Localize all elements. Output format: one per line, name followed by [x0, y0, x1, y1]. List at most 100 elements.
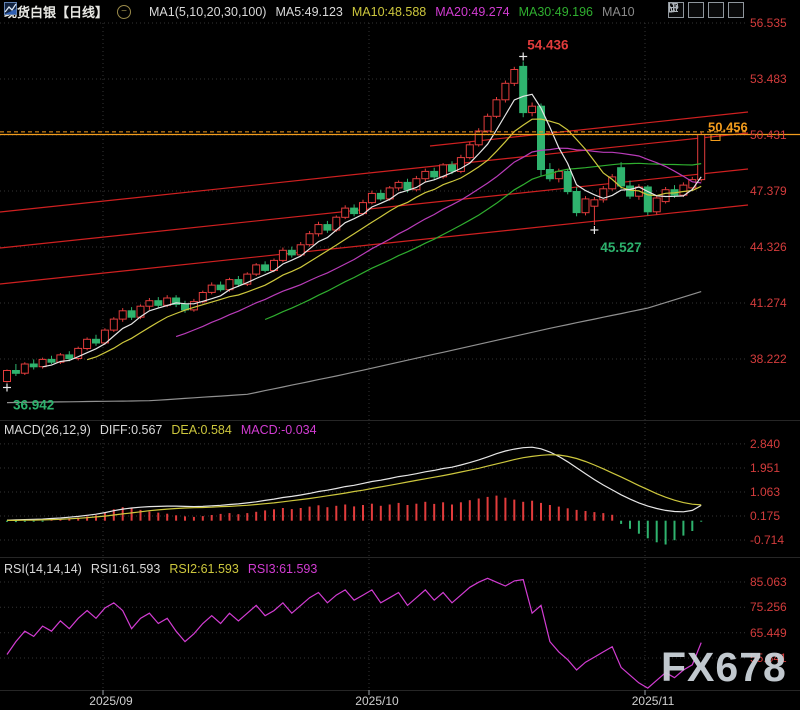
- candle-body: [412, 178, 421, 191]
- macd-bar: [477, 498, 480, 521]
- candle-body: [510, 69, 519, 84]
- candle-body: [403, 181, 412, 191]
- macd-bar: [397, 502, 400, 521]
- macd-bar: [264, 510, 267, 521]
- macd-bar: [6, 520, 8, 522]
- candle-body: [626, 185, 634, 197]
- chart-toolbar: [668, 2, 744, 18]
- main-chart-header: 现货白银【日线】 − MA1(5,10,20,30,100) MA5:49.12…: [4, 2, 635, 21]
- macd-bar: [602, 513, 605, 521]
- candle-body: [11, 370, 20, 374]
- macd-bar: [335, 505, 338, 521]
- x-axis-label: 2025/09: [89, 694, 133, 708]
- candle-body: [563, 170, 572, 193]
- macd-bar: [201, 516, 204, 521]
- candle-body: [617, 167, 626, 187]
- annotation-group: 54.436 45.527 36.942: [3, 38, 642, 413]
- macd-bar: [290, 509, 293, 521]
- candle-body: [127, 310, 136, 318]
- candle-body: [554, 170, 563, 180]
- candle-body: [92, 338, 100, 344]
- y-axis-label: 53.483: [750, 72, 787, 86]
- rsi-line: [6, 577, 702, 689]
- candle-body: [243, 273, 252, 285]
- macd-bar: [326, 507, 329, 521]
- macd-bar: [281, 508, 284, 521]
- candle-body: [430, 170, 439, 178]
- y-axis-label: -0.714: [750, 532, 785, 547]
- exit-icon[interactable]: [669, 2, 744, 18]
- macd-bar: [362, 505, 364, 521]
- gridlines: [0, 22, 746, 690]
- rsi3-value: RSI3:61.593: [247, 562, 318, 576]
- trendline: [0, 168, 749, 249]
- candle-body: [145, 300, 154, 307]
- candle-body: [652, 197, 661, 213]
- macd-bar: [700, 520, 703, 522]
- candle-body: [74, 347, 83, 359]
- x-axis-label: 2025/11: [631, 694, 675, 708]
- ma5-line: [42, 93, 702, 368]
- y-axis-label: 75.256: [750, 600, 787, 615]
- candle-body: [448, 164, 456, 172]
- macd-bar: [459, 502, 462, 521]
- macd-bar: [299, 508, 302, 521]
- macd-bar: [540, 502, 542, 521]
- candle-body: [350, 207, 359, 215]
- y-axis-label: 56.535: [750, 16, 787, 30]
- candle-body: [314, 224, 323, 235]
- candle-body: [216, 284, 225, 291]
- instrument-title: 现货白银【日线】: [4, 5, 109, 20]
- candle-body: [261, 264, 270, 271]
- ma100-line: [6, 291, 702, 404]
- macd-bar: [308, 506, 311, 521]
- ma20-line: [175, 147, 702, 338]
- y-axis-label: 1.063: [750, 484, 781, 499]
- candle-body: [643, 186, 652, 213]
- candle-body: [519, 65, 528, 114]
- zoom-reset-icon[interactable]: [669, 2, 704, 18]
- current-price-label: 50.456: [708, 120, 748, 135]
- candle-body: [56, 354, 65, 363]
- macd-bar: [620, 520, 623, 524]
- macd-bar: [166, 513, 169, 521]
- macd-bar: [673, 520, 676, 541]
- macd-diff-line: [6, 446, 702, 521]
- collapse-icon[interactable]: −: [117, 4, 132, 19]
- macd-bar: [210, 515, 213, 521]
- zoom-play-icon[interactable]: [669, 2, 724, 18]
- candle-body: [492, 99, 501, 117]
- watermark: FX678: [661, 644, 787, 690]
- candle-body: [590, 199, 599, 207]
- rsi-line: [6, 577, 702, 689]
- y-axis-label: 47.379: [750, 184, 787, 198]
- candle-body: [38, 358, 47, 368]
- candle-body: [154, 300, 163, 306]
- macd-bar: [353, 506, 356, 521]
- candle-body: [296, 244, 305, 256]
- candle-body: [109, 318, 118, 331]
- ma5-line: [42, 93, 702, 368]
- candle-body: [83, 338, 92, 349]
- candles-group: [3, 61, 706, 383]
- y-axis-label: 44.326: [750, 240, 787, 255]
- macd-bar: [451, 504, 453, 521]
- candle-body: [581, 198, 590, 214]
- candle-body: [3, 370, 11, 382]
- macd-bar: [424, 501, 427, 521]
- macd-bar: [175, 515, 178, 521]
- extreme-price-label: 54.436: [527, 38, 569, 53]
- ma-params-label: MA1(5,10,20,30,100): [149, 4, 267, 19]
- macd-bar: [219, 513, 222, 521]
- macd-bar: [548, 505, 551, 521]
- y-axis-label: 85.063: [750, 575, 787, 589]
- rsi-header: RSI(14,14,14) RSI1:61.593 RSI2:61.593 RS…: [4, 562, 317, 576]
- candle-body: [474, 130, 483, 146]
- y-axis-label: 41.274: [750, 296, 787, 311]
- y-axis-label: 2.840: [750, 436, 781, 451]
- ma10-value: MA10:48.588: [351, 4, 427, 19]
- macd-params-label: MACD(26,12,9): [4, 423, 91, 437]
- candle-body: [278, 249, 287, 261]
